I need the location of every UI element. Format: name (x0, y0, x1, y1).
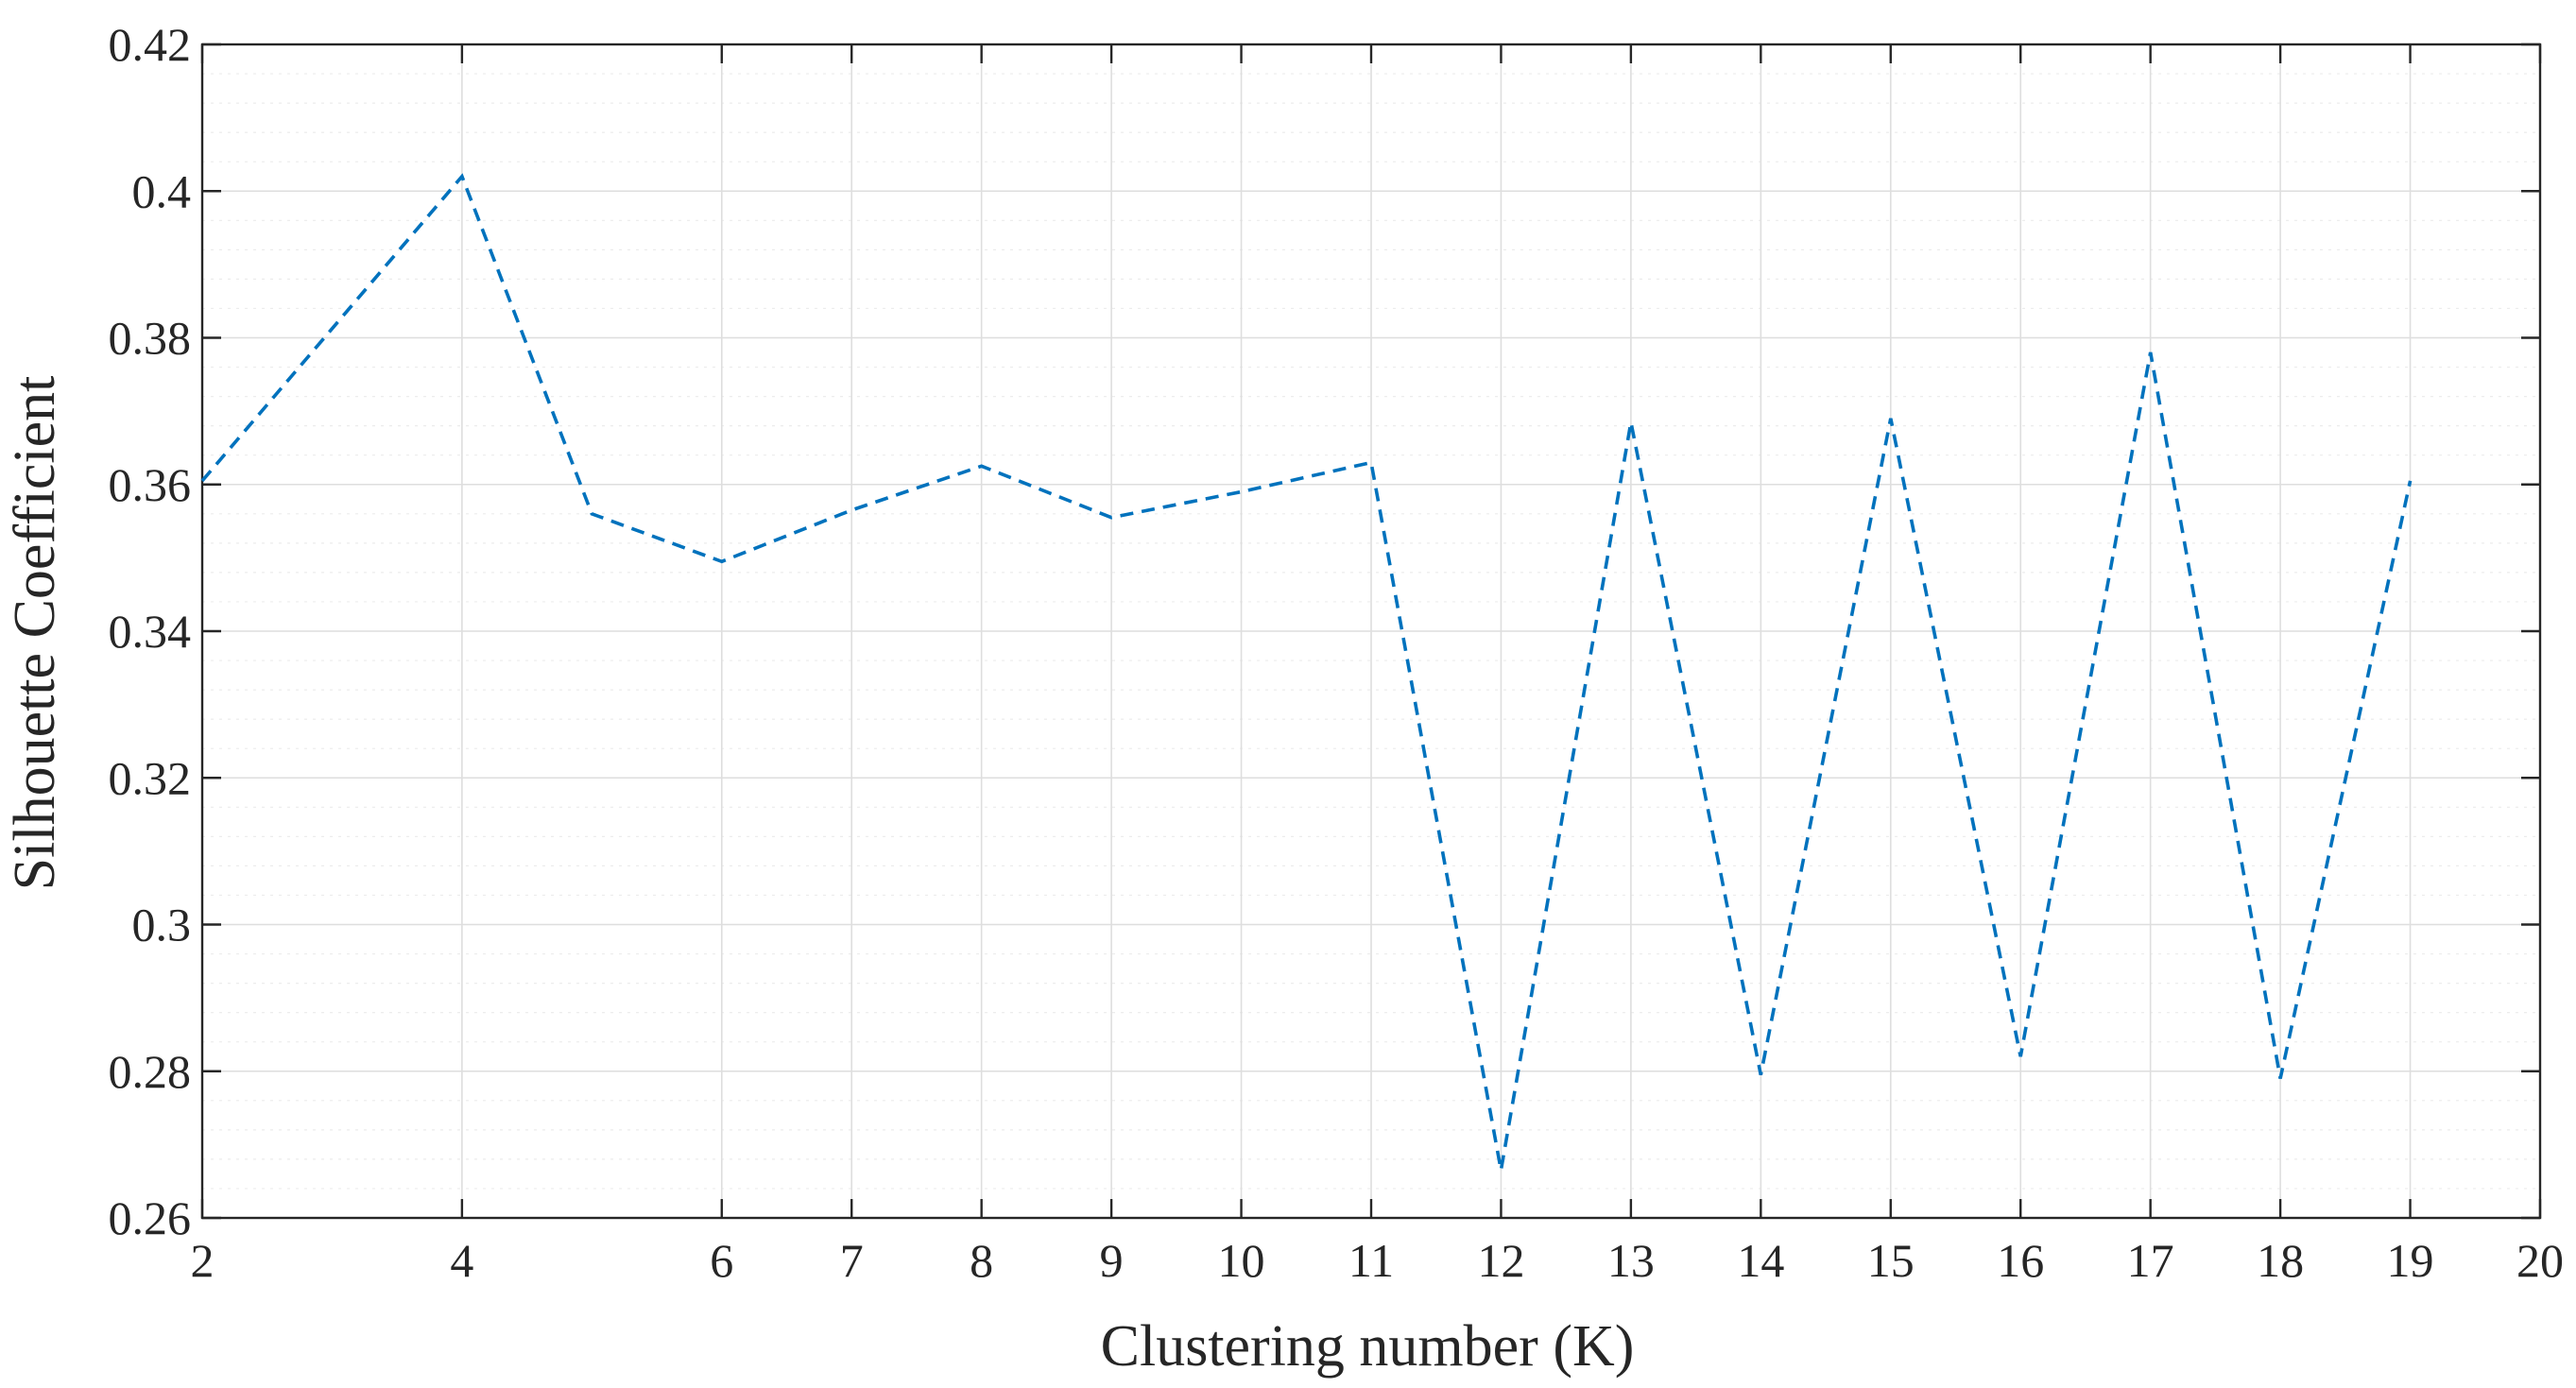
x-tick-label: 17 (2127, 1234, 2174, 1287)
x-tick-label: 8 (970, 1234, 993, 1287)
y-tick-label: 0.38 (109, 312, 192, 365)
x-tick-label: 20 (2516, 1234, 2564, 1287)
y-tick-label: 0.34 (109, 605, 192, 658)
x-tick-label: 15 (1867, 1234, 1915, 1287)
x-tick-label: 4 (450, 1234, 473, 1287)
y-tick-labels: 0.26 0.28 0.3 0.32 0.34 0.36 0.38 0.4 0.42 (109, 18, 192, 1244)
y-axis-title: Silhouette Coefficient (3, 376, 67, 891)
y-tick-label: 0.28 (109, 1045, 192, 1098)
y-tick-label: 0.36 (109, 458, 192, 511)
series-line (200, 173, 2413, 1171)
series-group (200, 173, 2413, 1171)
x-tick-label: 9 (1100, 1234, 1124, 1287)
x-tick-label: 6 (710, 1234, 733, 1287)
x-axis-title: Clustering number (K) (1101, 1314, 1635, 1379)
x-tick-label: 11 (1348, 1234, 1394, 1287)
y-tick-label: 0.3 (132, 899, 192, 951)
x-tick-label: 7 (840, 1234, 864, 1287)
y-tick-label: 0.26 (109, 1191, 192, 1244)
x-tick-label: 16 (1997, 1234, 2044, 1287)
axis-ticks (200, 43, 2542, 1220)
x-tick-label: 13 (1607, 1234, 1655, 1287)
x-tick-label: 2 (191, 1234, 215, 1287)
x-tick-label: 10 (1218, 1234, 1265, 1287)
y-tick-label: 0.42 (109, 18, 192, 71)
x-tick-label: 14 (1737, 1234, 1784, 1287)
y-tick-label: 0.32 (109, 751, 192, 804)
x-tick-label: 12 (1477, 1234, 1524, 1287)
x-tick-label: 18 (2257, 1234, 2304, 1287)
x-tick-labels: 2 4 6 7 8 9 10 11 12 13 14 15 16 17 18 19 20 (191, 1234, 2565, 1287)
x-tick-label: 19 (2387, 1234, 2434, 1287)
y-tick-label: 0.4 (132, 164, 192, 217)
